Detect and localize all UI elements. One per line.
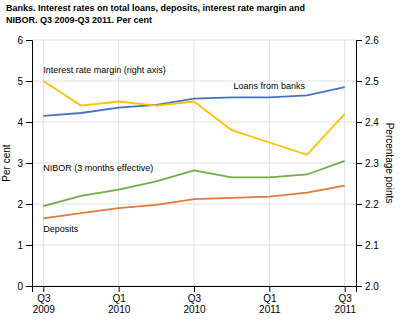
tick-mark bbox=[345, 286, 346, 292]
tick-label: 1 bbox=[17, 240, 23, 251]
tick: Q12011 bbox=[259, 286, 281, 315]
chart: Banks. Interest rates on total loans, de… bbox=[0, 0, 400, 320]
tick: 2.1 bbox=[356, 240, 379, 251]
tick-mark bbox=[26, 245, 32, 246]
tick-label-line: 2009 bbox=[33, 304, 56, 315]
tick-mark bbox=[356, 163, 362, 164]
tick: 2.4 bbox=[356, 117, 379, 128]
tick: 2 bbox=[17, 199, 32, 210]
tick-label: Q12011 bbox=[259, 293, 281, 315]
annotation: Loans from banks bbox=[234, 81, 306, 91]
tick: Q12010 bbox=[108, 286, 131, 315]
tick-label: 6 bbox=[17, 35, 23, 46]
tick: 2.0 bbox=[356, 281, 379, 292]
grid-line bbox=[344, 40, 345, 286]
annotation: Interest rate margin (right axis) bbox=[43, 65, 166, 75]
annotation: NIBOR (3 months effective) bbox=[43, 163, 153, 173]
tick: Q32011 bbox=[334, 286, 356, 315]
axis: Q32009Q12010Q32010Q12011Q32011 bbox=[33, 286, 357, 315]
tick-label-line: 2010 bbox=[183, 304, 206, 315]
tick-mark bbox=[119, 286, 120, 292]
tick-label: 3 bbox=[17, 158, 23, 169]
grid-line bbox=[269, 40, 270, 286]
tick: 0 bbox=[17, 281, 32, 292]
axis-title: Per cent bbox=[1, 144, 12, 181]
tick-label: 2.6 bbox=[365, 35, 379, 46]
tick: 5 bbox=[17, 76, 32, 87]
tick-label: Q32010 bbox=[183, 293, 206, 315]
tick-mark bbox=[356, 40, 362, 41]
tick-mark bbox=[356, 204, 362, 205]
series-group bbox=[43, 81, 344, 218]
tick-label: Q12010 bbox=[108, 293, 131, 315]
tick-label-line: Q3 bbox=[37, 293, 51, 304]
tick-mark bbox=[26, 81, 32, 82]
tick-label-line: 2010 bbox=[108, 304, 131, 315]
tick-label: 2 bbox=[17, 199, 23, 210]
tick-label: 2.3 bbox=[365, 158, 379, 169]
tick-mark bbox=[194, 286, 195, 292]
tick-label: 2.4 bbox=[365, 117, 379, 128]
tick-label-line: Q3 bbox=[188, 293, 202, 304]
tick: Q32010 bbox=[183, 286, 206, 315]
axis-line bbox=[33, 287, 357, 293]
plot: 01234562.02.12.22.32.42.52.6Q32009Q12010… bbox=[17, 35, 379, 315]
tick: 1 bbox=[17, 240, 32, 251]
tick-label-line: Q3 bbox=[339, 293, 353, 304]
axis-line bbox=[357, 41, 363, 287]
tick: Q32009 bbox=[33, 286, 56, 315]
annotation: Deposits bbox=[43, 224, 79, 234]
tick-label: Q32009 bbox=[33, 293, 56, 315]
chart-container: Banks. Interest rates on total loans, de… bbox=[0, 0, 400, 320]
tick-label-line: Q1 bbox=[263, 293, 277, 304]
tick-label: 5 bbox=[17, 76, 23, 87]
axis: 0 1 2 3 4 5 6 bbox=[17, 35, 32, 292]
tick: 6 bbox=[17, 35, 32, 46]
grid bbox=[32, 40, 356, 286]
tick-label-line: Q1 bbox=[112, 293, 126, 304]
tick-mark bbox=[356, 81, 362, 82]
tick-mark bbox=[356, 245, 362, 246]
annotations: Loans from banks Deposits NIBOR (3 months … bbox=[43, 65, 305, 234]
axis-line bbox=[26, 41, 33, 287]
title: Banks. Interest rates on total loans, de… bbox=[6, 3, 305, 13]
grid-line bbox=[194, 40, 195, 286]
tick-label-line: 2011 bbox=[334, 304, 356, 315]
title: NIBOR. Q3 2009-Q3 2011. Per cent bbox=[6, 15, 152, 25]
tick: 3 bbox=[17, 158, 32, 169]
line bbox=[43, 186, 344, 219]
tick-mark bbox=[26, 163, 32, 164]
tick-mark bbox=[269, 286, 270, 292]
tick-mark bbox=[43, 286, 44, 292]
line bbox=[43, 81, 344, 155]
axis: 2.0 2.1 2.2 2.3 2.4 2.5 2.6 bbox=[356, 35, 379, 292]
tick-label: 2.1 bbox=[365, 240, 379, 251]
tick: 4 bbox=[17, 117, 32, 128]
tick: 2.5 bbox=[356, 76, 379, 87]
tick-label: 0 bbox=[17, 281, 23, 292]
tick-mark bbox=[26, 122, 32, 123]
tick-label: 2.2 bbox=[365, 199, 379, 210]
tick: 2.2 bbox=[356, 199, 379, 210]
tick: 2.6 bbox=[356, 35, 379, 46]
tick-mark bbox=[26, 40, 32, 41]
tick-label: Q32011 bbox=[334, 293, 356, 315]
tick-mark bbox=[26, 286, 32, 287]
tick-label: 2.0 bbox=[365, 281, 379, 292]
tick-label: 2.5 bbox=[365, 76, 379, 87]
axis-title: Percentage points bbox=[384, 123, 395, 204]
tick: 2.3 bbox=[356, 158, 379, 169]
tick-label: 4 bbox=[17, 117, 23, 128]
tick-label-line: 2011 bbox=[259, 304, 281, 315]
tick-mark bbox=[26, 204, 32, 205]
tick-mark bbox=[356, 122, 362, 123]
line bbox=[43, 161, 344, 206]
